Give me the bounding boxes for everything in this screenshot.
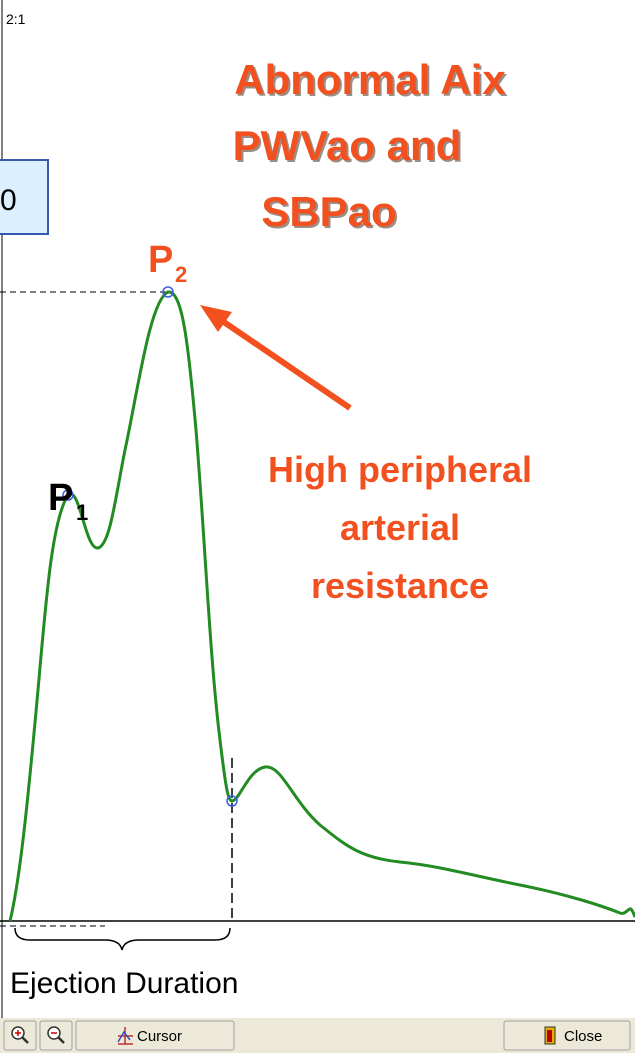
title-line: Abnormal Aix <box>234 56 506 103</box>
plot-area <box>0 0 635 1018</box>
duration-brace <box>14 927 231 951</box>
cursor-button-label: Cursor <box>137 1028 182 1045</box>
title-shadow: PWVao and <box>235 124 464 171</box>
p1-subscript: 1 <box>76 500 88 525</box>
arrow-head <box>200 305 232 332</box>
note-line: High peripheral <box>268 449 532 490</box>
note-line: arterial <box>340 507 460 548</box>
close-button-label: Close <box>564 1028 602 1045</box>
p1-label: P <box>48 477 73 519</box>
p2-marker <box>162 286 174 298</box>
ratio-label: 2:1 <box>6 11 26 27</box>
value-box <box>0 159 49 235</box>
p1-marker <box>62 489 74 501</box>
arrow-shaft <box>216 315 352 411</box>
close-button[interactable]: Close <box>503 1020 631 1051</box>
p2-subscript: 2 <box>175 262 187 287</box>
zoom-in-button[interactable] <box>3 1020 37 1051</box>
duration-label: Ejection Duration <box>10 967 238 1000</box>
dicrotic-marker <box>226 795 238 807</box>
cursor-button[interactable]: Cursor <box>75 1020 235 1051</box>
zoom-out-button[interactable] <box>39 1020 73 1051</box>
title-shadow: SBPao <box>263 190 398 237</box>
value-box-text: 0 <box>0 184 17 217</box>
title-line: PWVao and <box>233 122 462 169</box>
title-line: SBPao <box>261 188 396 235</box>
pulse-waveform <box>8 290 635 922</box>
note-line: resistance <box>311 565 489 606</box>
p2-label: P <box>148 239 173 281</box>
title-shadow: Abnormal Aix <box>236 58 508 105</box>
